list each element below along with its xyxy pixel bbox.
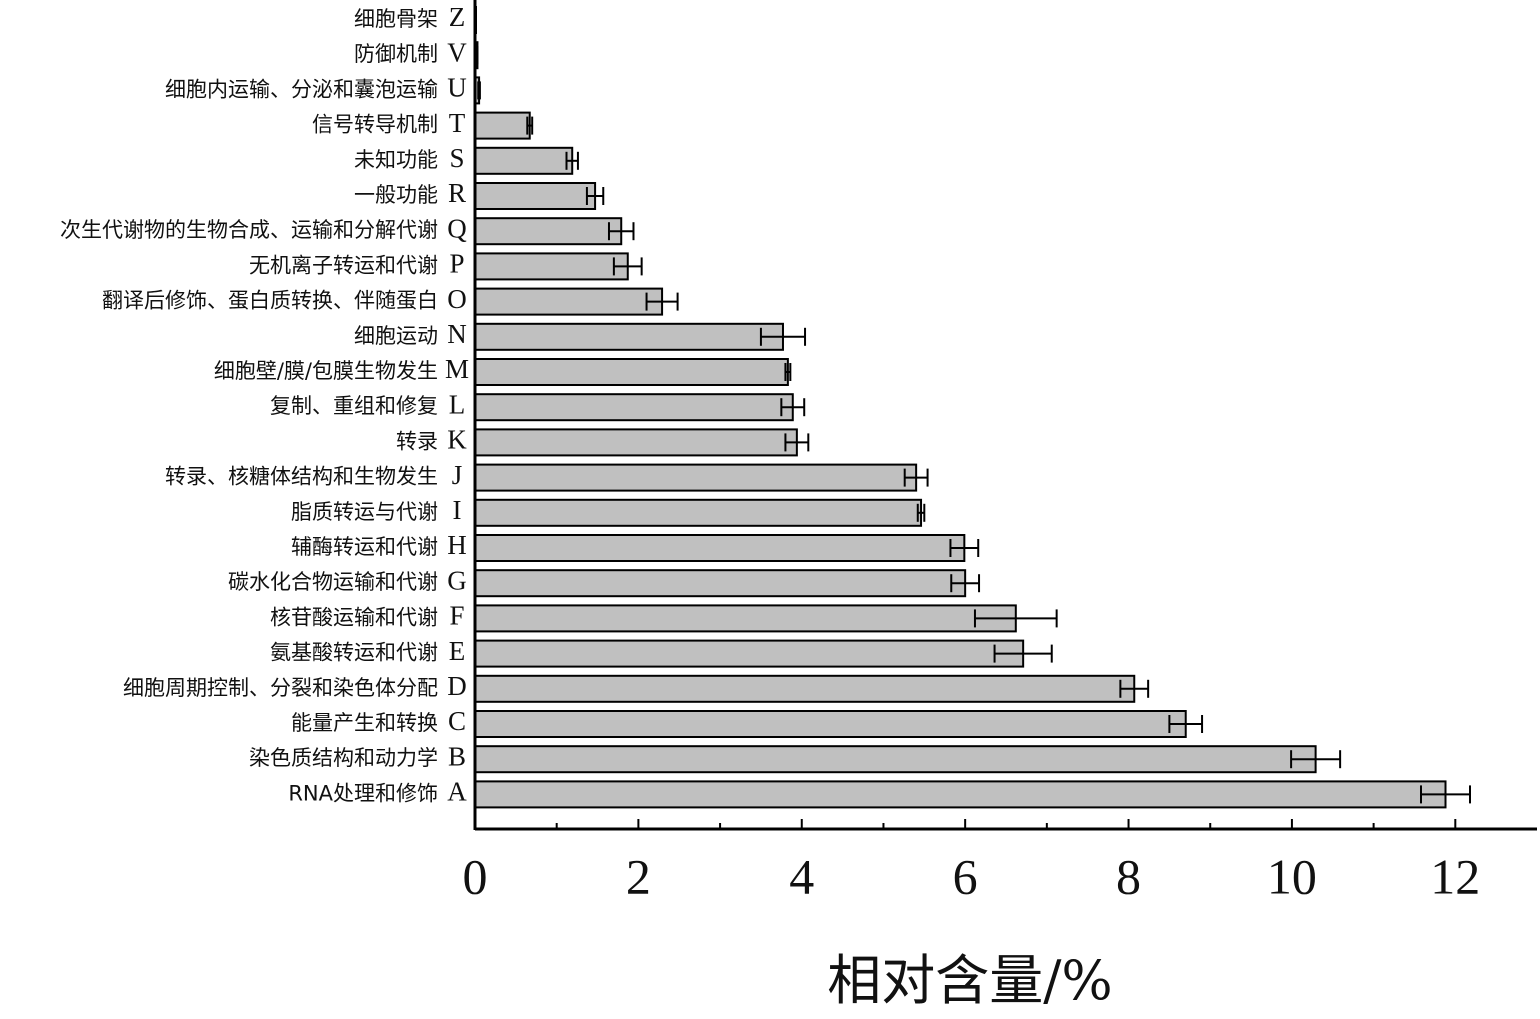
bar (474, 534, 966, 562)
x-tick-label: 0 (463, 848, 488, 904)
category-label: 能量产生和转换 (291, 711, 438, 735)
bar (474, 111, 531, 140)
category-label: 碳水化合物运输和代谢 (228, 570, 438, 594)
category-code: Q (447, 213, 467, 243)
category-label: 防御机制 (354, 42, 438, 66)
x-tick-label: 12 (1430, 848, 1480, 904)
category-label: 一般功能 (354, 183, 438, 207)
category-code: L (449, 389, 466, 419)
category-code: U (447, 73, 467, 103)
bar (474, 674, 1136, 703)
category-label: 细胞运动 (354, 324, 438, 348)
bar (474, 358, 789, 386)
category-label: 细胞骨架 (354, 7, 438, 31)
category-code: A (447, 777, 467, 807)
bar (474, 639, 1025, 668)
bar (474, 146, 574, 175)
x-tick-label: 4 (789, 848, 814, 904)
bar (474, 780, 1447, 809)
category-label: 染色质结构和动力学 (249, 746, 438, 770)
category-label: 核苷酸运输和代谢 (270, 605, 438, 629)
x-tick-label: 10 (1267, 848, 1317, 904)
category-label: 无机离子转运和代谢 (249, 253, 438, 277)
category-code: E (449, 636, 466, 666)
category-label: 氨基酸转运和代谢 (270, 641, 438, 665)
category-code: F (449, 601, 464, 631)
category-label: 辅酶转运和代谢 (291, 535, 438, 559)
category-code: C (448, 706, 466, 736)
bar (474, 287, 664, 316)
category-label: 转录、核糖体结构和生物发生 (165, 465, 438, 489)
category-label: 脂质转运与代谢 (291, 500, 438, 524)
bar (474, 604, 1017, 633)
x-tick-label: 6 (953, 848, 978, 904)
bar (474, 463, 918, 492)
category-label: 细胞壁/膜/包膜生物发生 (214, 359, 438, 383)
category-label: 复制、重组和修复 (270, 394, 438, 418)
category-label: 未知功能 (354, 148, 438, 172)
category-code: Z (449, 2, 466, 32)
category-code: J (452, 460, 463, 490)
bar (474, 428, 798, 457)
category-label: 翻译后修饰、蛋白质转换、伴随蛋白 (102, 289, 438, 313)
bar (474, 710, 1187, 738)
bar (474, 569, 967, 598)
category-label: 细胞周期控制、分裂和染色体分配 (123, 676, 438, 700)
bar (474, 252, 629, 281)
category-code: P (449, 249, 464, 279)
category-code: M (445, 354, 469, 384)
category-code: O (447, 284, 467, 314)
category-code: K (447, 425, 467, 455)
category-label: 信号转导机制 (312, 113, 438, 137)
bar (474, 322, 784, 351)
bar (474, 745, 1317, 774)
bar (474, 498, 923, 527)
category-code: T (449, 108, 466, 138)
category-code: G (447, 565, 467, 595)
category-label: RNA处理和修饰 (288, 781, 438, 805)
category-code: R (448, 178, 466, 208)
category-label: 次生代谢物的生物合成、运输和分解代谢 (60, 218, 438, 242)
x-tick-label: 2 (626, 848, 651, 904)
category-code: D (447, 671, 467, 701)
category-code: H (447, 530, 467, 560)
bar (474, 182, 597, 210)
x-tick-label: 8 (1116, 848, 1141, 904)
category-code: B (448, 741, 466, 771)
category-code: V (447, 37, 467, 67)
category-code: S (449, 143, 464, 173)
bar (474, 217, 623, 246)
category-label: 转录 (396, 429, 438, 453)
category-label: 细胞内运输、分泌和囊泡运输 (165, 77, 438, 101)
bar (474, 393, 794, 422)
x-axis-title: 相对含量/% (827, 949, 1113, 1012)
category-code: N (447, 319, 467, 349)
category-code: I (453, 495, 462, 525)
